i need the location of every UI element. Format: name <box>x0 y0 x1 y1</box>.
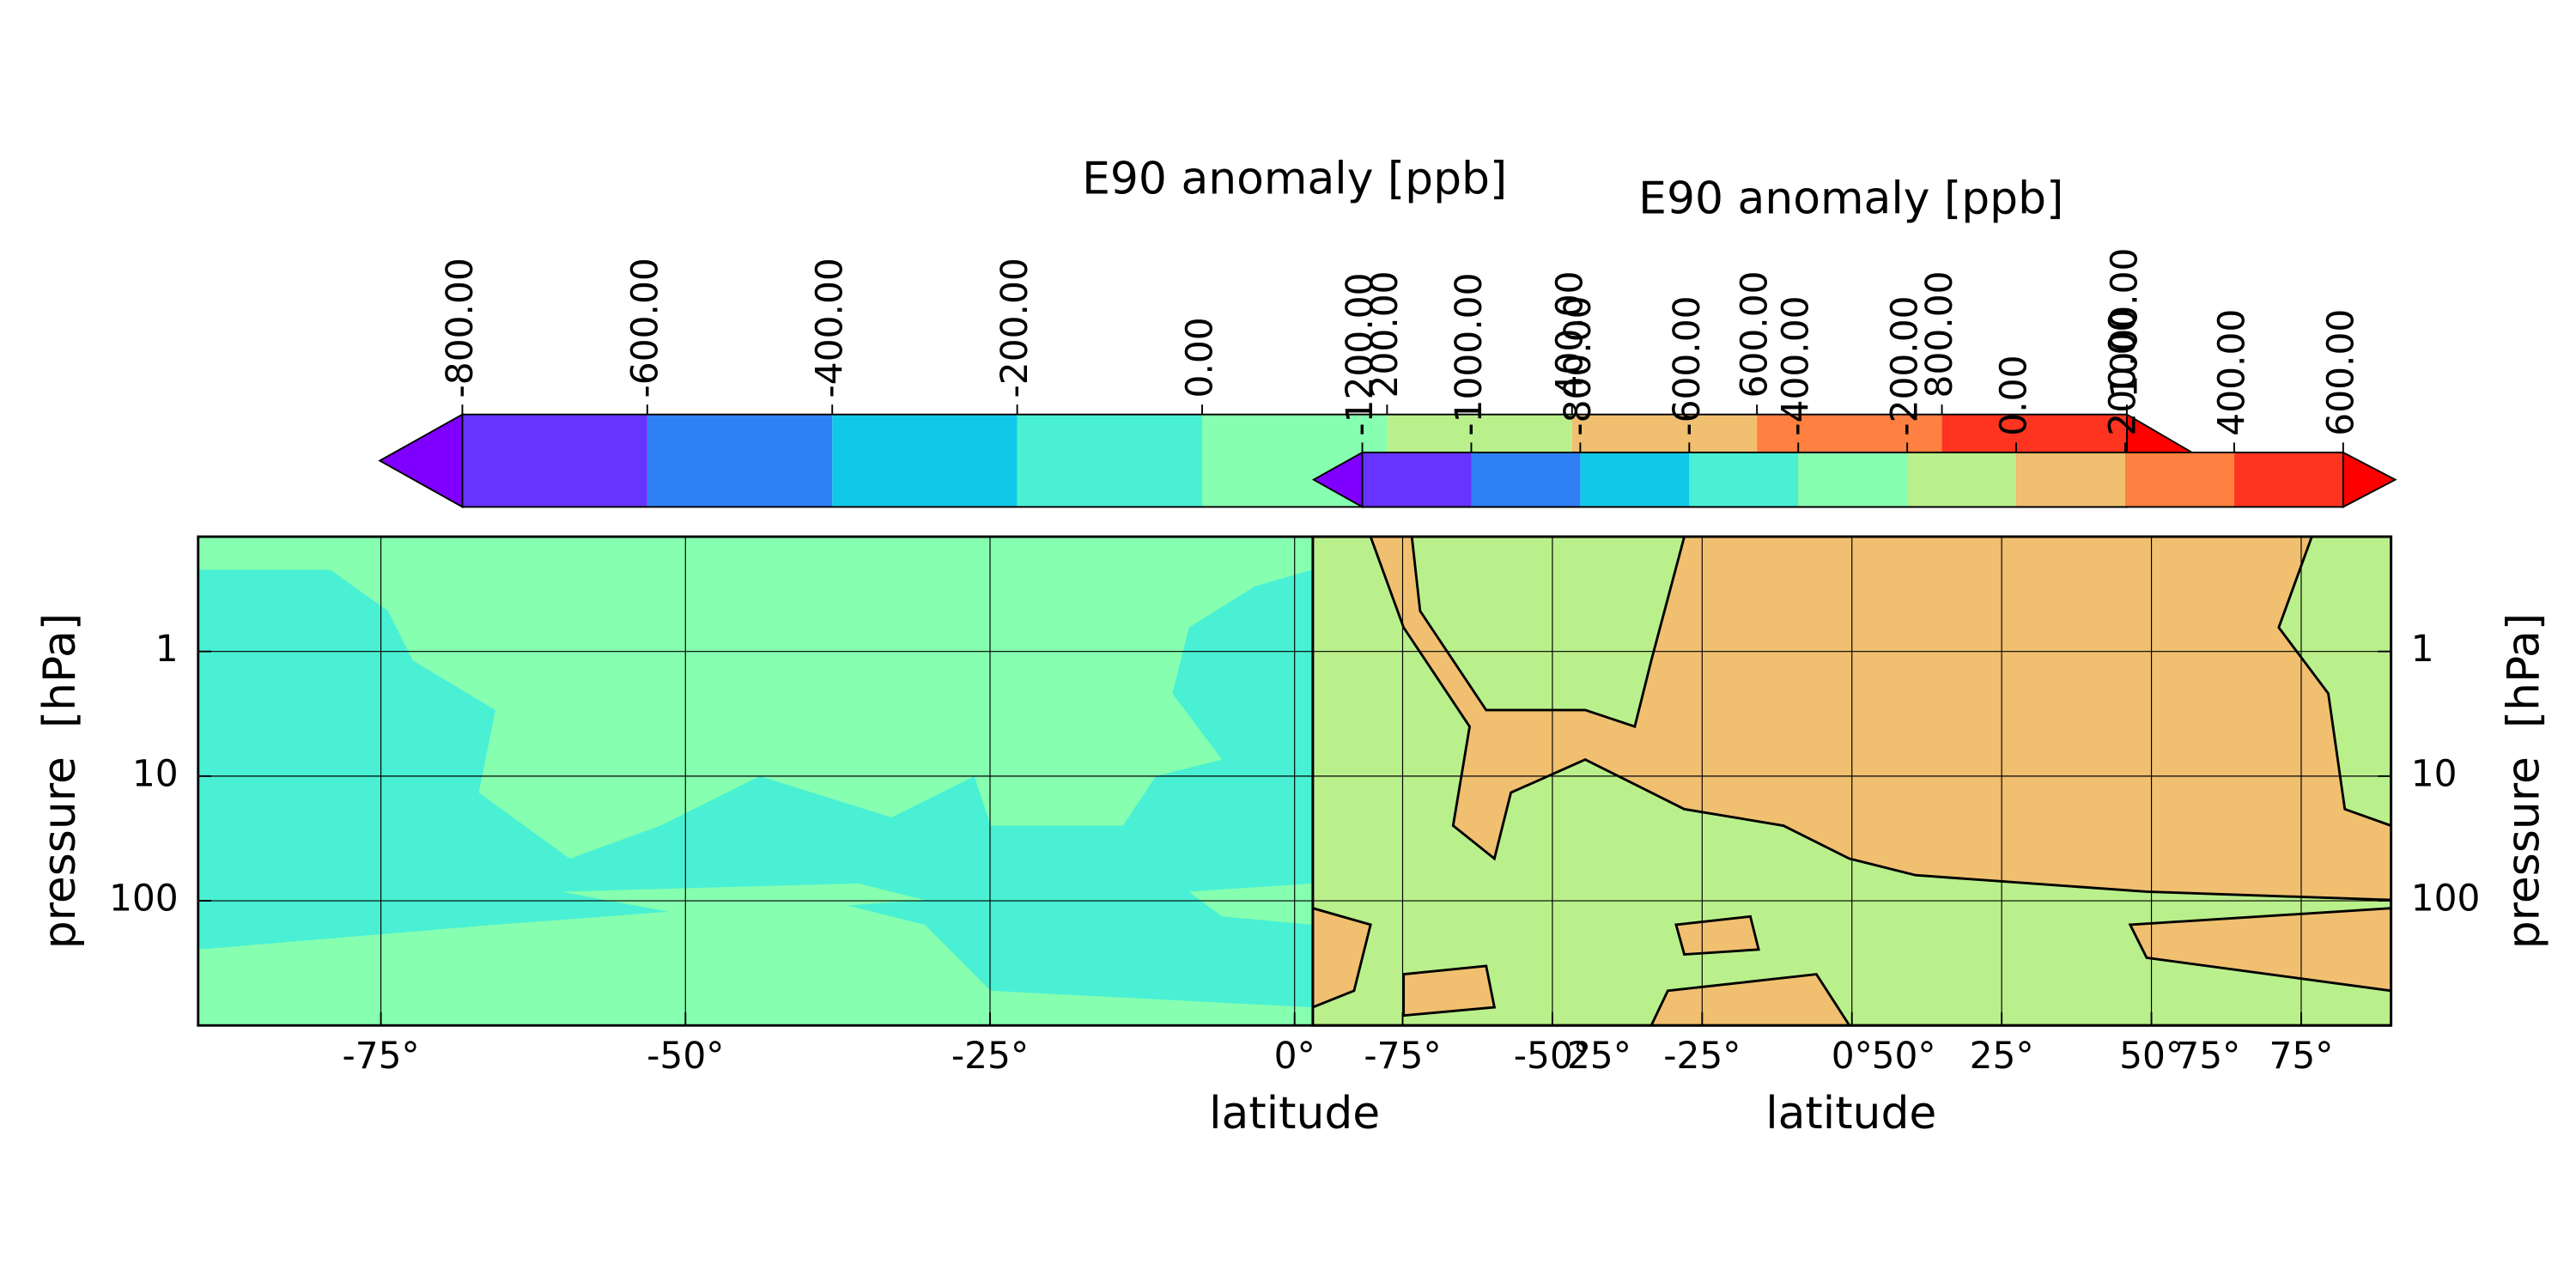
colorbar-segment <box>1798 452 1908 507</box>
field-region <box>1402 964 1497 1018</box>
colorbar-label: E90 anomaly [ppb] <box>1638 173 2063 225</box>
colorbar-segment <box>1689 452 1799 507</box>
colorbar-segment <box>647 414 833 507</box>
colorbar-tick-label: -800.00 <box>439 258 481 398</box>
colorbar-tick-label: -1200.00 <box>1339 273 1381 436</box>
x-tick-label: 75° <box>2269 1035 2333 1077</box>
y-axis-label: pressure [hPa] <box>34 613 86 949</box>
x-tick-label: -75° <box>342 1035 419 1077</box>
field-region <box>197 900 1313 1026</box>
y-tick-label: 100 <box>109 878 179 920</box>
x-axis-label: latitude <box>1209 1088 1380 1139</box>
field-region <box>1312 537 2391 1026</box>
x-tick-label: 0° <box>1832 1035 1873 1077</box>
colorbar-tick-label: 400.00 <box>2210 309 2252 436</box>
field-region <box>1674 914 1760 957</box>
x-tick-label: -50° <box>1514 1035 1591 1077</box>
field-region <box>2277 537 2391 828</box>
chart-right: -75° -50° -25° 0° 25° 50° 75°110100latitudepre… <box>1311 535 2549 1139</box>
colorbar-tick-label: 1000.00 <box>2103 248 2145 398</box>
colorbar-tick-label: -200.00 <box>993 258 1036 398</box>
field-region <box>1410 537 1686 729</box>
field-region <box>1188 883 1313 925</box>
colorbar-tick-label: 600.00 <box>2319 309 2361 436</box>
colorbar-segment <box>2016 452 2125 507</box>
colorbar-extend <box>2342 451 2397 508</box>
colorbar-tick-label: 400.00 <box>1548 270 1590 398</box>
x-axis-label: latitude <box>1765 1088 1936 1139</box>
y-tick-label: 1 <box>2411 628 2434 670</box>
y-tick-label: 1 <box>155 628 179 670</box>
colorbar-segment <box>1362 452 1472 507</box>
x-tick-label: -50° <box>647 1035 724 1077</box>
colorbar-segment <box>462 414 647 507</box>
colorbar-extend <box>378 413 464 509</box>
x-tick-label: 50° <box>1872 1035 1936 1077</box>
x-tick-label: 0° <box>1274 1035 1315 1077</box>
colorbar-tick-label: -400.00 <box>1775 295 1817 435</box>
x-tick-label: -25° <box>1663 1035 1741 1077</box>
colorbar-tick-label: -1000.00 <box>1448 273 1490 436</box>
colorbar-tick-label: -400.00 <box>809 258 851 398</box>
colorbar-segment <box>2233 452 2343 507</box>
y-axis-label: pressure [hPa] <box>2498 613 2549 949</box>
colorbar-segment <box>832 414 1018 507</box>
colorbar-tick-label: 0.00 <box>1179 317 1221 398</box>
colorbar-frame <box>1361 451 2344 508</box>
x-tick-label: -75° <box>1364 1035 1441 1077</box>
field-region <box>1649 973 1851 1026</box>
x-tick-label: 25° <box>1970 1035 2034 1077</box>
colorbar-tick-label: 600.00 <box>1734 270 1776 398</box>
chart-left: -800.00 -600.00 -400.00 -200.00 0.00 200.00 40… <box>34 154 2393 1139</box>
field-region <box>1312 907 1372 1009</box>
y-tick-label: 100 <box>2411 878 2481 920</box>
field-region <box>197 537 1313 859</box>
x-tick-label: 75° <box>2176 1035 2240 1077</box>
colorbar-tick-label: -200.00 <box>1884 295 1926 435</box>
y-tick-label: 10 <box>132 752 179 794</box>
colorbar-segment <box>1580 452 1690 507</box>
field-region <box>2128 907 2391 993</box>
colorbar-label: E90 anomaly [ppb] <box>1082 154 1507 205</box>
colorbar-tick-label: 0.00 <box>1993 355 2035 436</box>
x-tick-label: -25° <box>951 1035 1029 1077</box>
colorbar-segment <box>1017 414 1202 507</box>
colorbar-segment <box>1471 452 1581 507</box>
colorbar-tick-label: 200.00 <box>2102 309 2144 436</box>
colorbar-tick-label: -800.00 <box>1557 295 1599 435</box>
field-region <box>561 883 925 917</box>
y-tick-label: 10 <box>2411 752 2458 794</box>
colorbar-segment <box>2125 452 2234 507</box>
colorbar-tick-label: -600.00 <box>623 258 665 398</box>
colorbar-tick-label: 200.00 <box>1364 270 1406 398</box>
colorbar-tick-label: 800.00 <box>1918 270 1960 398</box>
colorbar-right-layer: -1200.00 -1000.00 -800.00 -600.00 -400.00 -20… <box>1311 173 2397 509</box>
colorbar-tick-label: -600.00 <box>1666 295 1708 435</box>
x-tick-label: 25° <box>1567 1035 1631 1077</box>
x-tick-label: 50° <box>2119 1035 2184 1077</box>
colorbar-segment <box>1907 452 2017 507</box>
